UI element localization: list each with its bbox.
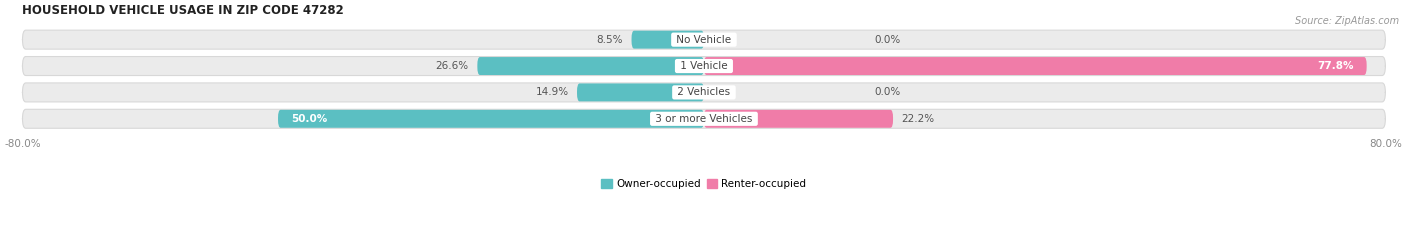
Text: 0.0%: 0.0% [875, 88, 901, 97]
Text: 2 Vehicles: 2 Vehicles [675, 88, 734, 97]
FancyBboxPatch shape [22, 109, 1385, 128]
Text: 26.6%: 26.6% [436, 61, 468, 71]
Text: 77.8%: 77.8% [1317, 61, 1354, 71]
Text: 3 or more Vehicles: 3 or more Vehicles [652, 114, 756, 124]
FancyBboxPatch shape [22, 57, 1385, 76]
FancyBboxPatch shape [576, 84, 704, 101]
FancyBboxPatch shape [704, 110, 893, 128]
Legend: Owner-occupied, Renter-occupied: Owner-occupied, Renter-occupied [598, 175, 811, 193]
Text: HOUSEHOLD VEHICLE USAGE IN ZIP CODE 47282: HOUSEHOLD VEHICLE USAGE IN ZIP CODE 4728… [22, 4, 344, 17]
FancyBboxPatch shape [704, 57, 1367, 75]
FancyBboxPatch shape [22, 83, 1385, 102]
FancyBboxPatch shape [22, 30, 1385, 49]
FancyBboxPatch shape [278, 110, 704, 128]
Text: 14.9%: 14.9% [536, 88, 568, 97]
Text: 1 Vehicle: 1 Vehicle [678, 61, 731, 71]
Text: No Vehicle: No Vehicle [673, 35, 734, 45]
FancyBboxPatch shape [478, 57, 704, 75]
FancyBboxPatch shape [631, 31, 704, 49]
Text: 8.5%: 8.5% [596, 35, 623, 45]
Text: 0.0%: 0.0% [875, 35, 901, 45]
Text: 22.2%: 22.2% [901, 114, 935, 124]
Text: Source: ZipAtlas.com: Source: ZipAtlas.com [1295, 16, 1399, 26]
Text: 50.0%: 50.0% [291, 114, 328, 124]
